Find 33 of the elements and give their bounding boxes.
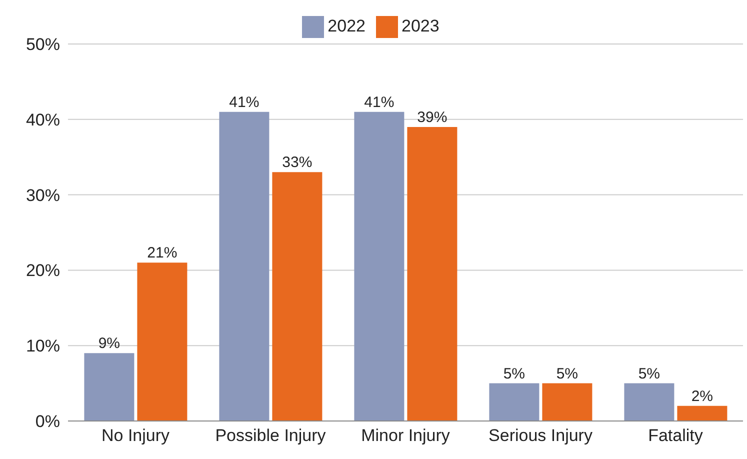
x-tick-label: Minor Injury — [361, 426, 450, 446]
data-label: 2% — [691, 388, 714, 405]
legend-label: 2023 — [402, 16, 440, 36]
bar — [354, 112, 404, 421]
data-label: 5% — [556, 365, 578, 382]
data-label: 41% — [364, 94, 394, 111]
y-tick-label: 50% — [26, 35, 60, 54]
data-label: 33% — [282, 154, 312, 172]
bar — [84, 353, 134, 421]
data-label: 5% — [503, 365, 526, 382]
data-label: 39% — [417, 108, 448, 126]
data-label: 9% — [98, 335, 120, 352]
y-tick-label: 30% — [26, 186, 60, 205]
bar — [219, 112, 270, 421]
bar — [407, 126, 458, 421]
y-tick-label: 40% — [26, 110, 60, 130]
bar — [677, 406, 728, 421]
bar — [542, 383, 592, 421]
bar — [489, 383, 540, 421]
legend-label: 2022 — [328, 16, 366, 36]
y-tick-label: 10% — [26, 336, 60, 356]
bar — [137, 262, 188, 421]
x-tick-label: No Injury — [101, 426, 170, 446]
bar — [272, 172, 322, 421]
x-tick-label: Serious Injury — [488, 426, 593, 446]
x-tick-label: Fatality — [648, 426, 704, 446]
y-tick-label: 20% — [26, 261, 60, 280]
x-tick-label: Possible Injury — [215, 426, 326, 446]
bar — [624, 383, 674, 421]
y-tick-label: 0% — [35, 412, 60, 432]
data-label: 41% — [229, 94, 260, 111]
data-label: 21% — [147, 244, 178, 262]
data-label: 5% — [638, 365, 660, 382]
